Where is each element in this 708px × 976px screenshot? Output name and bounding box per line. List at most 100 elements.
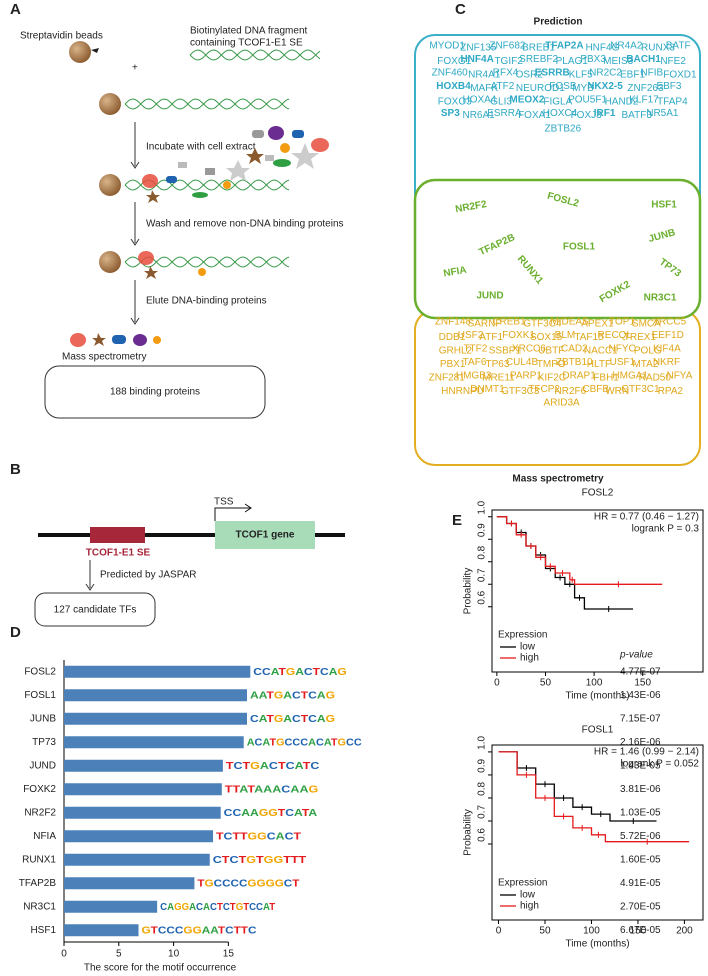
word: EEF1D xyxy=(652,330,684,341)
shared-tf: NR3C1 xyxy=(644,293,677,304)
p-value: 2.70E-05 xyxy=(620,901,661,912)
shared-tf: NFIA xyxy=(443,265,468,280)
arrow-head xyxy=(130,317,140,325)
shared-tf: JUND xyxy=(476,291,503,302)
category-label: FOSL2 xyxy=(24,666,56,677)
category-label: TFAP2B xyxy=(19,878,57,889)
category-label: NR2F2 xyxy=(24,807,56,818)
word: CBFB xyxy=(582,384,609,395)
motif: T TA TA A A C A A G xyxy=(225,784,319,795)
bar xyxy=(64,759,223,772)
word: CUL4B xyxy=(506,357,539,368)
x-axis-title: Time (months) xyxy=(565,939,629,950)
word: XRCC6 xyxy=(512,344,546,355)
tss-label: TSS xyxy=(214,497,234,508)
shared-tf: NR2F2 xyxy=(454,199,488,215)
bar xyxy=(64,712,248,725)
word: NKX2-5 xyxy=(587,81,623,92)
panel-label: A xyxy=(10,1,21,18)
y-tick-label: 1.0 xyxy=(477,500,488,514)
word: TMPO xyxy=(537,359,566,370)
p-value: 7.15E-07 xyxy=(620,713,661,724)
gene-box xyxy=(215,521,315,549)
word: DRAP1 xyxy=(562,371,596,382)
motif: TC TTG G C A C T xyxy=(216,831,301,842)
dna-strand xyxy=(124,98,290,110)
word: MAFK xyxy=(470,83,498,94)
word: TFCP2 xyxy=(528,384,560,395)
result-box xyxy=(34,592,156,627)
word: HOXA4 xyxy=(462,95,496,106)
word: TFAP4 xyxy=(657,97,688,108)
dna-strand xyxy=(124,179,290,191)
legend-label: low xyxy=(520,890,536,901)
word: SARNP xyxy=(468,319,503,330)
word: CREB1 xyxy=(492,317,526,328)
word: KLF5 xyxy=(569,70,593,81)
word: TFAP2A xyxy=(545,41,583,52)
panel-label: C xyxy=(455,1,466,18)
result-box xyxy=(44,365,266,419)
word: USF1 xyxy=(610,357,636,368)
p-value: 1.43E-06 xyxy=(620,690,661,701)
p-value: 1.43E-05 xyxy=(620,760,661,771)
x-tick-label: 100 xyxy=(583,926,600,937)
category-label: TP73 xyxy=(32,737,56,748)
word: NR2F6 xyxy=(555,386,587,397)
word: NEUROD1 xyxy=(516,83,565,94)
word: BATF3 xyxy=(622,110,653,121)
plot-frame xyxy=(491,509,704,673)
word: MYB xyxy=(572,83,594,94)
word: PBX3 xyxy=(580,54,606,65)
y-tick-label: 0.6 xyxy=(477,590,488,604)
word: FOXA1 xyxy=(518,110,551,121)
word: HOXB4 xyxy=(436,81,471,92)
word: HNF4G xyxy=(585,43,619,54)
motif: C C A A G G TC ATA xyxy=(224,807,318,818)
bar xyxy=(64,853,210,866)
word: FOXD1 xyxy=(663,70,697,81)
motif: AATG ACTCAG xyxy=(250,690,335,701)
word: OSR2 xyxy=(516,70,544,81)
bar xyxy=(64,806,221,819)
y-tick-label: 0.9 xyxy=(477,523,488,537)
word: BACH1 xyxy=(626,54,661,65)
word: HOXC4 xyxy=(543,108,578,119)
venn-title: Prediction xyxy=(534,17,583,28)
step-label: Incubate with cell extract xyxy=(146,142,256,153)
word: FOSB xyxy=(549,81,577,92)
word: MTA2 xyxy=(632,359,658,370)
panel-label: B xyxy=(10,461,21,478)
p-value: 1.03E-05 xyxy=(620,807,661,818)
motif: CCATG ACTCAG xyxy=(253,666,347,677)
chart-title: FOSL2 xyxy=(582,488,614,499)
plot-frame xyxy=(491,744,704,921)
word: SSBP1 xyxy=(489,346,522,357)
word: POLG xyxy=(634,346,662,357)
x-tick-label: 10 xyxy=(168,949,180,960)
word: HLTF xyxy=(587,359,611,370)
y-axis-title: Probability xyxy=(463,809,474,856)
arrow-head xyxy=(130,238,140,246)
word: NACC1 xyxy=(584,346,618,357)
word: NFYC xyxy=(609,344,636,355)
word: TAF15 xyxy=(574,332,604,343)
y-tick-label: 1.0 xyxy=(477,735,488,749)
word: USF2 xyxy=(458,330,484,341)
word: TGIF2 xyxy=(494,56,523,67)
word: FOXG1 xyxy=(437,56,471,67)
word: ZNF135 xyxy=(460,43,497,54)
word: POU5F1 xyxy=(568,95,607,106)
dna-strand xyxy=(124,256,290,268)
arrow-head xyxy=(85,583,95,591)
category-label: RUNX1 xyxy=(22,854,56,865)
biotin xyxy=(91,48,99,53)
word: UBTF xyxy=(538,346,564,357)
eluted-proteins xyxy=(70,333,161,347)
word: DDB1 xyxy=(439,332,466,343)
dna-strand xyxy=(124,98,290,110)
word: TP63 xyxy=(486,359,510,370)
x-tick-label: 50 xyxy=(540,678,552,689)
word: KIF4A xyxy=(653,344,681,355)
dna-strand xyxy=(189,49,321,61)
